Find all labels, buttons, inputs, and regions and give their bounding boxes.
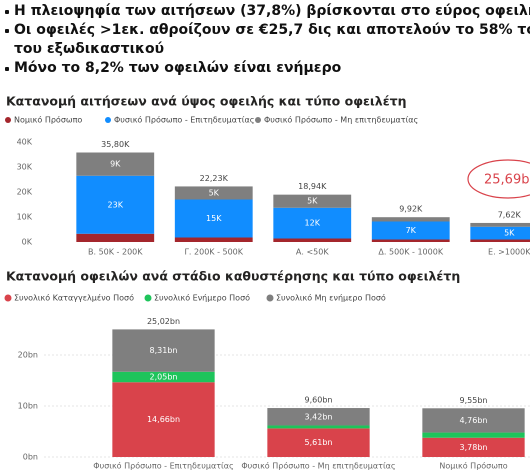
bullet: Οι οφειλές >1εκ. αθροίζουν σε €25,7 δις … (4, 21, 530, 59)
bar-segment (273, 194, 352, 208)
bar-segment (273, 207, 352, 239)
legend-label: Φυσικό Πρόσωπο - Μη επιτηδευματίας (264, 115, 418, 125)
value-label: 23K (108, 200, 124, 209)
bar-segment (267, 428, 370, 457)
bar-segment (371, 217, 450, 222)
legend-marker (4, 294, 12, 302)
bar-segment (112, 382, 215, 457)
x-tick-label: Φυσικό Πρόσωπο - Επιτηδευματίας (93, 461, 233, 471)
y-tick-label: 10K (17, 213, 33, 222)
bar-segment (470, 222, 530, 227)
total-label: 9,55bn (460, 396, 488, 405)
legend-marker (105, 117, 111, 123)
value-label: 15K (206, 214, 222, 223)
total-label: 35,80K (101, 140, 130, 149)
x-tick-label: Ε. >1000Κ (488, 248, 530, 257)
bar-segment (174, 186, 253, 200)
annotation-circle (467, 159, 530, 199)
value-label: 5K (307, 197, 318, 206)
y-tick-label: 20bn (18, 351, 38, 360)
chart-title: Κατανομή αιτήσεων ανά ύψος οφειλής και τ… (6, 94, 407, 109)
total-label: 25,02bn (147, 317, 180, 326)
value-label: 3,42bn (305, 412, 333, 421)
value-label: 7K (406, 226, 417, 235)
value-label: 5,61bn (305, 438, 333, 447)
legend-marker (255, 117, 261, 123)
bar-segment (112, 329, 215, 372)
y-tick-label: 0bn (23, 453, 38, 462)
annotation: 25,69bn (484, 173, 530, 188)
bar-segment (112, 371, 215, 383)
value-label: 8,31bn (150, 346, 178, 355)
bullet-dot (5, 10, 9, 14)
bar-segment (422, 437, 525, 457)
x-tick-label: Φυσικό Πρόσωπο - Μη επιτηδευματίας (241, 461, 395, 471)
legend-marker (5, 117, 11, 123)
legend-label: Συνολικό Καταγγελμένο Ποσό (14, 293, 134, 303)
bar-segment (470, 239, 530, 242)
value-label: 2,05bn (150, 373, 178, 382)
bar-segment (76, 233, 155, 242)
legend-label: Νομικό Πρόσωπο (14, 115, 82, 125)
legend-label: Φυσικό Πρόσωπο - Επιτηδευματίας (114, 115, 254, 125)
bullet-list: Η πλειοψηφία των αιτήσεων (37,8%) βρίσκο… (4, 2, 530, 78)
y-tick-label: 0K (22, 238, 33, 247)
bullet-line: Οι οφειλές >1εκ. αθροίζουν σε €25,7 δις … (14, 22, 530, 38)
bar-segment (174, 237, 253, 242)
value-label: 12K (305, 219, 321, 228)
x-tick-label: Δ. 500Κ - 1000Κ (378, 248, 443, 257)
chart-title: Κατανομή οφειλών ανά στάδιο καθυστέρησης… (6, 269, 460, 284)
legend-label: Συνολικό Ενήμερο Ποσό (154, 293, 250, 303)
bar-segment (174, 199, 253, 238)
x-tick-label: Νομικό Πρόσωπο (439, 461, 507, 471)
x-tick-label: Γ. 200Κ - 500Κ (184, 248, 243, 257)
bar-segment (371, 239, 450, 242)
total-label: 7,62K (498, 210, 522, 219)
bar-segment (470, 226, 530, 240)
value-label: 4,76bn (460, 416, 488, 425)
legend-label: Συνολικό Μη ενήμερο Ποσό (276, 293, 386, 303)
y-tick-label: 40K (17, 138, 33, 147)
y-tick-label: 10bn (18, 402, 38, 411)
value-label: 14,66bn (147, 415, 180, 424)
bar-segment (273, 238, 352, 242)
bullet-dot (5, 29, 9, 33)
legend-marker (266, 294, 274, 302)
bullet-dot (5, 67, 9, 71)
bar-segment (76, 175, 155, 234)
x-tick-label: Β. 50Κ - 200Κ (88, 248, 143, 257)
bar-segment (371, 221, 450, 240)
value-label: 3,78bn (460, 443, 488, 452)
bar-segment (76, 152, 155, 176)
total-label: 18,94K (298, 182, 327, 191)
bullet: Η πλειοψηφία των αιτήσεων (37,8%) βρίσκο… (4, 2, 530, 21)
bullet-line: του εξωδικαστικού (14, 41, 165, 57)
bullet-line: Μόνο το 8,2% των οφειλών είναι ενήμερο (14, 60, 342, 76)
legend-marker (144, 294, 152, 302)
bar-segment (422, 432, 525, 438)
value-label: 5K (209, 188, 220, 197)
bullet: Μόνο το 8,2% των οφειλών είναι ενήμερο (4, 59, 530, 78)
y-tick-label: 30K (17, 163, 33, 172)
bar-segment (267, 425, 370, 429)
value-label: 9K (110, 160, 121, 169)
total-label: 9,60bn (305, 396, 333, 405)
total-label: 9,92K (399, 205, 423, 214)
bar-segment (422, 408, 525, 433)
total-label: 22,23K (200, 174, 229, 183)
y-tick-label: 20K (17, 188, 33, 197)
x-tick-label: Α. <50Κ (296, 248, 329, 257)
bar-segment (267, 408, 370, 426)
value-label: 5K (504, 229, 515, 238)
bullet-line: Η πλειοψηφία των αιτήσεων (37,8%) βρίσκο… (14, 3, 530, 19)
